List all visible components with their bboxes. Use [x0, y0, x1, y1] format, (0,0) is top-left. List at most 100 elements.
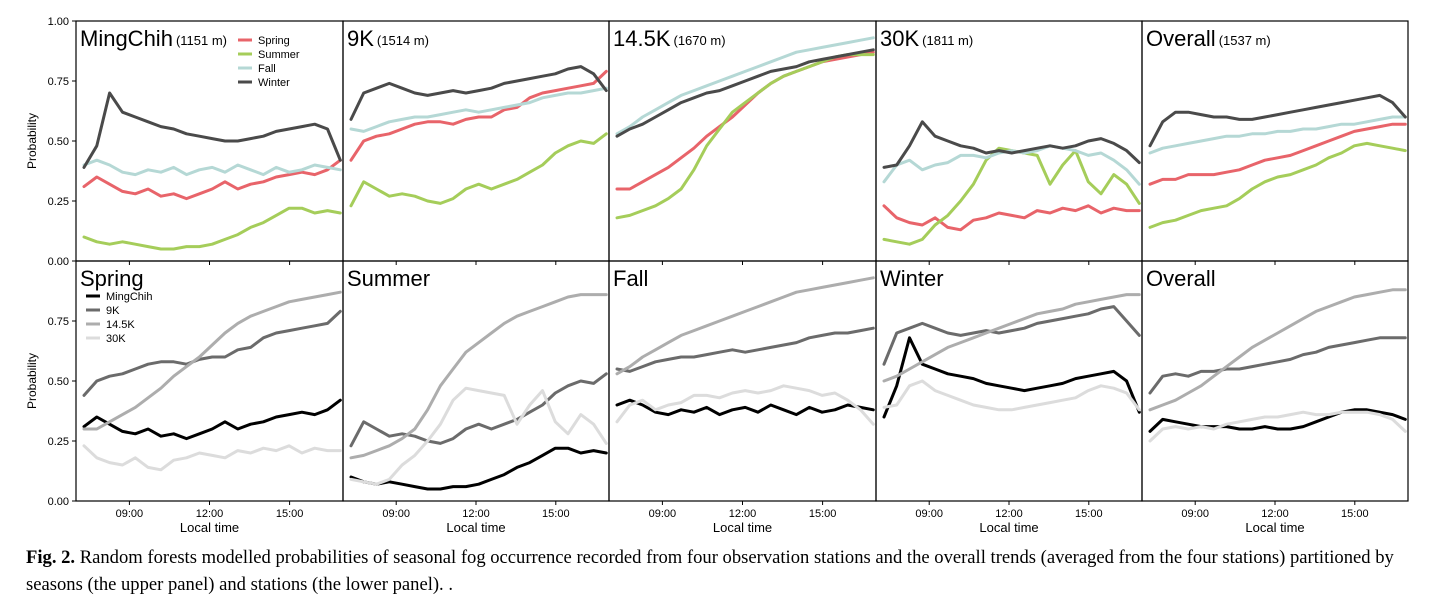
series-line-mingchih: [615, 398, 875, 417]
panel-top-3: 14.5K (1670 m): [608, 20, 877, 265]
series-line-30k: [349, 386, 608, 486]
legend-entry: 9K: [106, 305, 120, 317]
panel-subtitle: (1670 m): [674, 33, 726, 48]
panel-bottom-3: Fall 09:00 12:00 15:00 Local time: [608, 260, 877, 535]
x-tick-label: 09:00: [382, 508, 410, 520]
panel-title: Summer: [347, 266, 430, 291]
panel-title: 9K: [347, 26, 374, 51]
y-tick-label: 0.50: [48, 376, 69, 388]
x-tick-label: 09:00: [915, 508, 943, 520]
x-tick-label: 15:00: [276, 508, 304, 520]
series-line-fall: [615, 36, 875, 136]
series-line-summer: [615, 53, 875, 220]
panel-subtitle: (1151 m): [176, 33, 227, 48]
series-line-14-5k: [882, 293, 1141, 383]
series-line-summer: [82, 206, 342, 251]
series-line-summer: [349, 132, 608, 208]
series-line-14-5k: [1148, 288, 1407, 412]
x-tick-label: 12:00: [462, 508, 490, 520]
y-tick-label: 0.00: [48, 256, 69, 268]
series-line-mingchih: [1148, 408, 1407, 433]
series-line-fall: [1148, 115, 1407, 155]
series-line-summer: [882, 146, 1141, 246]
series-line-fall: [882, 144, 1141, 186]
series-line-winter: [349, 65, 608, 121]
series-line-30k: [82, 444, 342, 472]
legend-entry: Fall: [258, 63, 276, 75]
series-line-9k: [615, 326, 875, 373]
x-axis-label: Local time: [1245, 520, 1304, 535]
x-axis-label: Local time: [446, 520, 505, 535]
panel-frame: [608, 260, 877, 502]
panel-subtitle: (1537 m): [1219, 33, 1271, 48]
y-tick-label: 0.50: [48, 136, 69, 148]
panel-frame: [875, 260, 1143, 502]
panel-bottom-4: Winter 09:00 12:00 15:00 Local time: [875, 260, 1143, 535]
series-line-winter: [1148, 93, 1407, 148]
panel-title: Overall: [1146, 26, 1216, 51]
y-tick-label: 0.75: [48, 76, 69, 88]
series-line-spring: [1148, 122, 1407, 186]
panel-title: MingChih: [80, 26, 173, 51]
y-tick-label: 0.25: [48, 436, 69, 448]
series-line-winter: [882, 120, 1141, 169]
panel-title: Overall: [1146, 266, 1216, 291]
panel-subtitle: (1811 m): [922, 33, 973, 48]
legend-entry: MingChih: [106, 291, 152, 303]
legend-entry: Summer: [258, 49, 300, 61]
legend-entry: 14.5K: [106, 319, 135, 331]
series-line-fall: [82, 158, 342, 177]
panel-frame: [342, 20, 610, 262]
figure: MingChih (1151 m)0.000.250.500.751.00Prob…: [25, 16, 1409, 535]
series-line-30k: [882, 379, 1141, 412]
legend-entry: Spring: [258, 35, 290, 47]
x-tick-label: 09:00: [1181, 508, 1209, 520]
series-line-spring: [349, 69, 608, 162]
series-line-9k: [882, 305, 1141, 366]
x-tick-label: 15:00: [1341, 508, 1369, 520]
series-line-mingchih: [349, 446, 608, 491]
panel-top-2: 9K (1514 m): [342, 20, 610, 265]
legend-entry: Winter: [258, 77, 290, 89]
series-line-9k: [349, 372, 608, 448]
series-line-30k: [1148, 410, 1407, 443]
x-tick-label: 12:00: [1261, 508, 1289, 520]
panel-subtitle: (1514 m): [377, 33, 429, 48]
y-axis-label: Probability: [25, 353, 39, 409]
x-axis-label: Local time: [713, 520, 772, 535]
y-tick-label: 0.00: [48, 496, 69, 508]
y-tick-label: 1.00: [48, 16, 69, 28]
x-axis-label: Local time: [979, 520, 1038, 535]
series-line-14-5k: [615, 276, 875, 376]
caption-label: Fig. 2.: [26, 547, 76, 568]
series-line-winter: [82, 91, 342, 169]
x-tick-label: 12:00: [729, 508, 757, 520]
series-line-9k: [1148, 336, 1407, 395]
series-line-14-5k: [82, 290, 342, 431]
x-tick-label: 09:00: [649, 508, 677, 520]
x-tick-label: 15:00: [809, 508, 837, 520]
y-tick-label: 0.75: [48, 316, 69, 328]
panel-top-4: 30K (1811 m): [875, 20, 1143, 265]
panel-title: Fall: [613, 266, 648, 291]
panel-title: Winter: [880, 266, 944, 291]
y-axis-label: Probability: [25, 113, 39, 169]
panel-title: 14.5K: [613, 26, 671, 51]
series-line-fall: [349, 86, 608, 133]
series-line-winter: [615, 48, 875, 138]
panel-bottom-1: Spring 0.00 0.25 0.50 0.75 Probability 09:00 12…: [25, 260, 344, 535]
panel-title: 30K: [880, 26, 919, 51]
x-tick-label: 12:00: [196, 508, 224, 520]
legend-entry: 30K: [106, 333, 126, 345]
panel-bottom-5: Overall 09:00 12:00 15:00 Local time: [1141, 260, 1409, 535]
series-line-9k: [82, 309, 342, 397]
y-tick-label: 0.25: [48, 196, 69, 208]
panel-frame: [1141, 20, 1409, 262]
panel-bottom-2: Summer 09:00 12:00 15:00 Local time: [342, 260, 610, 535]
caption-text: Random forests modelled probabilities of…: [26, 547, 1394, 595]
x-tick-label: 15:00: [542, 508, 570, 520]
series-line-spring: [82, 158, 342, 201]
series-line-mingchih: [882, 336, 1141, 419]
x-axis-label: Local time: [180, 520, 239, 535]
x-tick-label: 12:00: [995, 508, 1023, 520]
